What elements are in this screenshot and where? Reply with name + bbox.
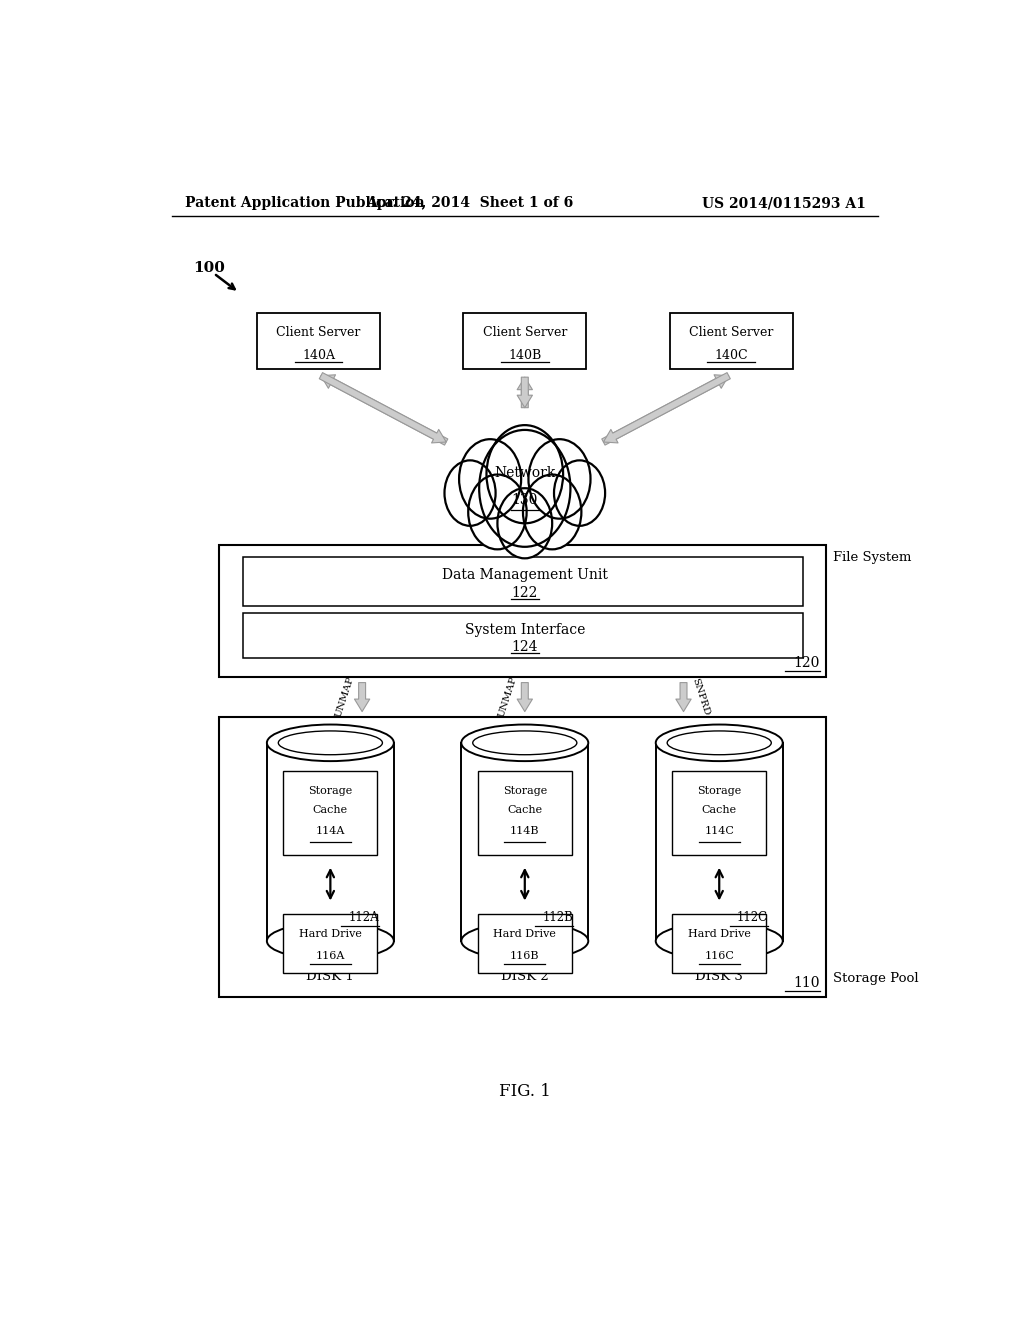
Bar — [478, 771, 571, 854]
FancyArrowPatch shape — [517, 682, 532, 711]
Text: 114B: 114B — [510, 826, 540, 837]
FancyArrowPatch shape — [602, 375, 729, 445]
Text: 112A: 112A — [348, 911, 379, 924]
Text: Cache: Cache — [312, 805, 348, 814]
Circle shape — [528, 440, 591, 519]
Ellipse shape — [655, 923, 782, 960]
Circle shape — [468, 475, 526, 549]
Ellipse shape — [267, 725, 394, 762]
Bar — [478, 913, 571, 973]
Text: Storage: Storage — [697, 787, 741, 796]
Text: Network: Network — [495, 466, 555, 480]
Ellipse shape — [267, 923, 394, 960]
Circle shape — [444, 461, 496, 525]
Text: Data Management Unit: Data Management Unit — [442, 568, 607, 582]
Text: Patent Application Publication: Patent Application Publication — [185, 197, 425, 210]
Bar — [243, 557, 803, 606]
Bar — [461, 743, 588, 941]
Text: 116B: 116B — [510, 950, 540, 961]
Text: 140A: 140A — [302, 348, 335, 362]
Text: System Interface: System Interface — [465, 623, 585, 636]
Text: 112C: 112C — [736, 911, 768, 924]
Circle shape — [554, 461, 605, 525]
FancyArrowPatch shape — [517, 378, 532, 408]
Text: 122: 122 — [512, 586, 538, 601]
Circle shape — [498, 488, 552, 558]
Text: 140C: 140C — [715, 348, 748, 362]
Text: Hard Drive: Hard Drive — [299, 929, 361, 940]
Text: 100: 100 — [194, 261, 225, 275]
Bar — [284, 913, 378, 973]
Ellipse shape — [461, 725, 588, 762]
Text: Storage: Storage — [308, 787, 352, 796]
FancyArrowPatch shape — [319, 372, 446, 444]
FancyArrowPatch shape — [676, 682, 691, 711]
Text: Client Server: Client Server — [689, 326, 773, 339]
Circle shape — [523, 475, 582, 549]
Text: 114A: 114A — [315, 826, 345, 837]
Text: FIG. 1: FIG. 1 — [499, 1082, 551, 1100]
Bar — [672, 771, 766, 854]
Bar — [243, 612, 803, 659]
Text: Hard Drive: Hard Drive — [688, 929, 751, 940]
Text: DISK 3: DISK 3 — [695, 970, 743, 983]
FancyArrowPatch shape — [603, 372, 730, 444]
Text: 120: 120 — [794, 656, 820, 669]
Text: SNPRD: SNPRD — [690, 677, 712, 717]
Ellipse shape — [461, 923, 588, 960]
Bar — [257, 313, 380, 370]
Text: Client Server: Client Server — [276, 326, 360, 339]
Text: 116A: 116A — [315, 950, 345, 961]
Text: DISK 2: DISK 2 — [501, 970, 549, 983]
Bar — [463, 313, 587, 370]
Text: 110: 110 — [794, 975, 820, 990]
Text: Apr. 24, 2014  Sheet 1 of 6: Apr. 24, 2014 Sheet 1 of 6 — [366, 197, 572, 210]
Text: Client Server: Client Server — [482, 326, 567, 339]
Bar — [672, 913, 766, 973]
Text: Storage: Storage — [503, 787, 547, 796]
FancyArrowPatch shape — [321, 375, 447, 445]
Circle shape — [486, 425, 563, 523]
FancyArrowPatch shape — [517, 378, 532, 408]
Bar — [267, 743, 394, 941]
Text: 130: 130 — [512, 492, 538, 507]
Text: File System: File System — [833, 550, 911, 564]
FancyArrowPatch shape — [517, 543, 532, 558]
Circle shape — [479, 430, 570, 546]
FancyArrowPatch shape — [354, 682, 370, 711]
Circle shape — [459, 440, 521, 519]
Text: 124: 124 — [512, 640, 538, 653]
Text: US 2014/0115293 A1: US 2014/0115293 A1 — [702, 197, 866, 210]
Text: UNMAP: UNMAP — [334, 676, 355, 719]
Bar — [219, 545, 826, 677]
Ellipse shape — [655, 725, 782, 762]
Text: Cache: Cache — [507, 805, 543, 814]
Bar — [219, 718, 826, 997]
Text: DISK 1: DISK 1 — [306, 970, 354, 983]
Text: Storage Pool: Storage Pool — [833, 972, 919, 985]
Text: Cache: Cache — [701, 805, 737, 814]
Text: 140B: 140B — [508, 348, 542, 362]
Bar — [655, 743, 782, 941]
Text: 116C: 116C — [705, 950, 734, 961]
Text: Hard Drive: Hard Drive — [494, 929, 556, 940]
Bar — [670, 313, 793, 370]
Text: UNMAP: UNMAP — [497, 676, 518, 719]
Text: 114C: 114C — [705, 826, 734, 837]
Bar — [284, 771, 378, 854]
Text: 112B: 112B — [543, 911, 573, 924]
